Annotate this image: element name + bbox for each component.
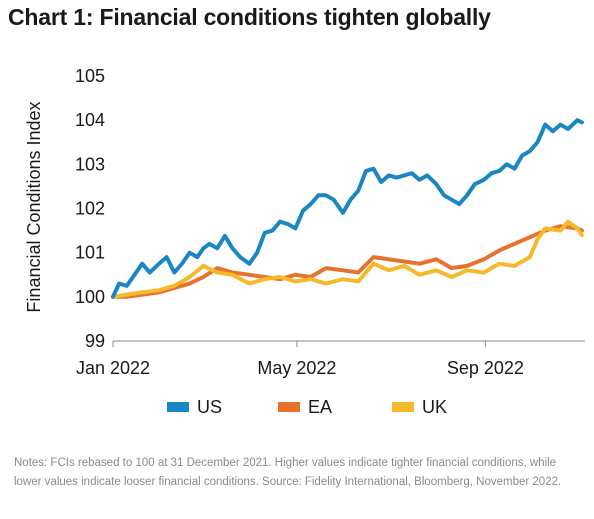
x-axis-ticks: Jan 2022 May 2022 Sep 2022 (76, 341, 524, 378)
series-lines (111, 118, 584, 299)
y-axis-label: Financial Conditions Index (24, 101, 44, 312)
y-tick-label: 100 (75, 287, 105, 307)
y-tick-label: 101 (75, 243, 105, 263)
y-tick-label: 103 (75, 154, 105, 174)
legend-swatch-ea (278, 402, 300, 412)
series-line-uk (111, 219, 584, 299)
x-tick-label: Sep 2022 (447, 358, 524, 378)
legend-label-ea: EA (308, 397, 332, 417)
series-line-us (111, 118, 584, 299)
y-tick-label: 102 (75, 199, 105, 219)
legend-label-uk: UK (422, 397, 447, 417)
legend: US EA UK (167, 397, 447, 417)
legend-swatch-uk (392, 402, 414, 412)
series-line-ea (111, 224, 584, 299)
chart-title: Chart 1: Financial conditions tighten gl… (8, 4, 491, 30)
y-axis-ticks: 99 100 101 102 103 104 105 (75, 66, 105, 351)
x-tick-label: Jan 2022 (76, 358, 150, 378)
legend-swatch-us (167, 402, 189, 412)
chart-notes: Notes: FCIs rebased to 100 at 31 Decembe… (14, 457, 562, 488)
y-tick-label: 105 (75, 66, 105, 86)
legend-label-us: US (197, 397, 222, 417)
line-chart: Financial Conditions Index 99 100 101 102 10… (24, 66, 585, 417)
y-tick-label: 104 (75, 110, 105, 130)
y-tick-label: 99 (85, 331, 105, 351)
x-tick-label: May 2022 (257, 358, 336, 378)
